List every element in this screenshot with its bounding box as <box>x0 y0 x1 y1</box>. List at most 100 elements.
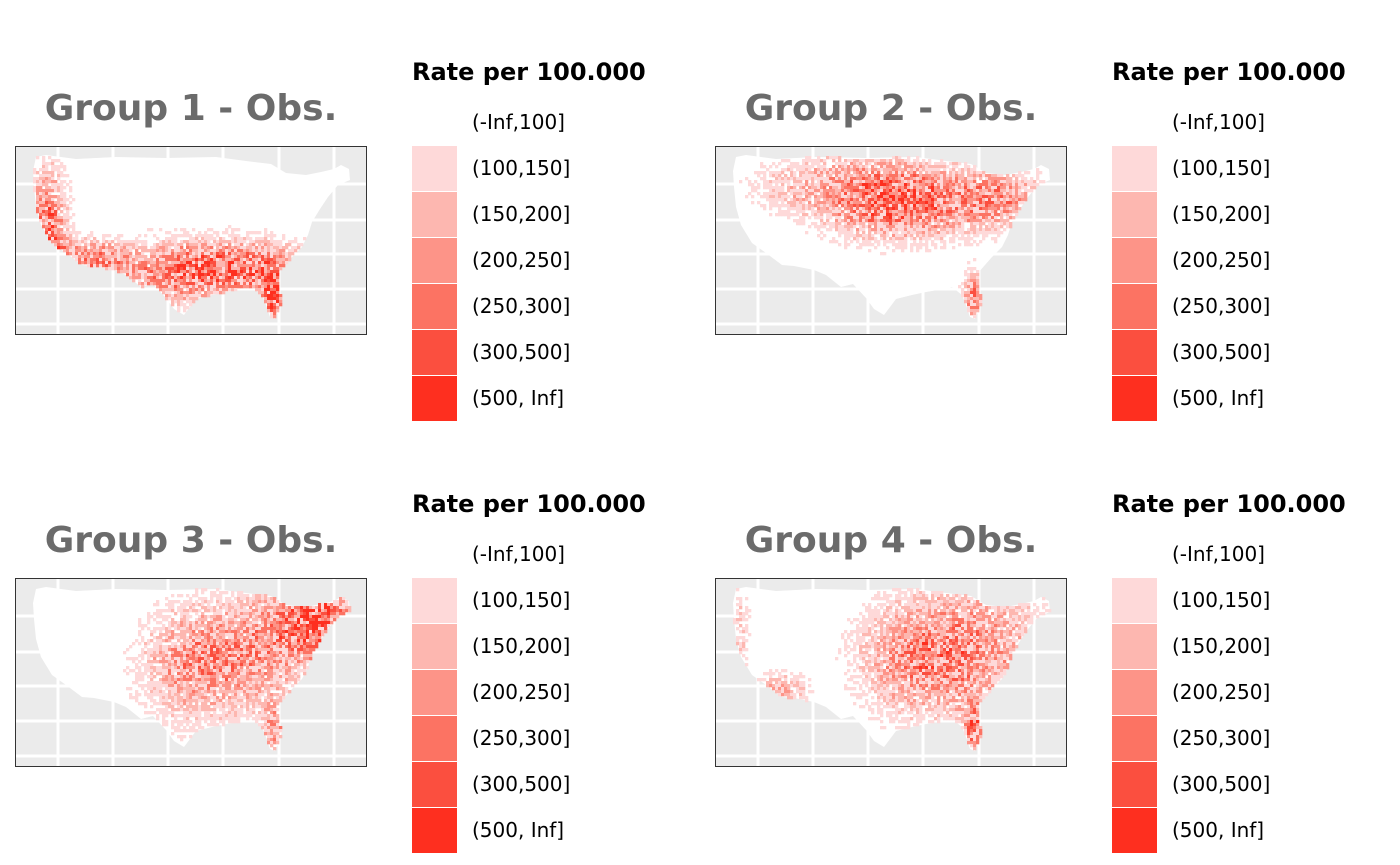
county-cell <box>183 648 187 652</box>
county-cell <box>276 618 280 622</box>
county-cell <box>790 168 794 172</box>
county-cell <box>985 195 989 199</box>
county-cell <box>264 258 268 262</box>
county-cell <box>829 183 833 187</box>
county-cell <box>150 252 154 256</box>
county-cell <box>90 240 94 244</box>
county-cell <box>156 648 160 652</box>
county-cell <box>186 594 190 598</box>
county-cell <box>273 603 277 607</box>
county-cell <box>228 606 232 610</box>
county-cell <box>973 216 977 220</box>
county-cell <box>267 603 271 607</box>
county-cell <box>213 630 217 634</box>
county-cell <box>297 645 301 649</box>
county-cell <box>243 258 247 262</box>
county-cell <box>895 186 899 190</box>
county-cell <box>240 594 244 598</box>
county-cell <box>135 255 139 259</box>
county-cell <box>186 267 190 271</box>
county-cell <box>183 309 187 313</box>
county-cell <box>973 276 977 280</box>
county-cell <box>99 252 103 256</box>
county-cell <box>769 165 773 169</box>
county-cell <box>856 180 860 184</box>
county-cell <box>198 282 202 286</box>
county-cell <box>1018 198 1022 202</box>
county-cell <box>171 645 175 649</box>
county-cell <box>237 621 241 625</box>
county-cell <box>943 171 947 175</box>
county-cell <box>129 645 133 649</box>
county-cell <box>270 282 274 286</box>
county-cell <box>240 609 244 613</box>
county-cell <box>231 615 235 619</box>
county-cell <box>838 222 842 226</box>
county-cell <box>973 291 977 295</box>
county-cell <box>904 222 908 226</box>
county-cell <box>802 162 806 166</box>
county-cell <box>210 609 214 613</box>
county-cell <box>937 171 941 175</box>
county-cell <box>147 273 151 277</box>
county-cell <box>769 207 773 211</box>
county-cell <box>171 243 175 247</box>
county-cell <box>165 636 169 640</box>
county-cell <box>835 198 839 202</box>
county-cell <box>874 222 878 226</box>
county-cell <box>949 222 953 226</box>
county-cell <box>946 207 950 211</box>
county-cell <box>234 633 238 637</box>
county-cell <box>901 216 905 220</box>
county-cell <box>234 609 238 613</box>
county-cell <box>273 252 277 256</box>
county-cell <box>210 237 214 241</box>
county-cell <box>267 627 271 631</box>
county-cell <box>39 186 43 190</box>
county-cell <box>817 186 821 190</box>
county-cell <box>781 213 785 217</box>
county-cell <box>799 186 803 190</box>
county-cell <box>778 213 782 217</box>
county-cell <box>871 192 875 196</box>
county-cell <box>48 207 52 211</box>
county-cell <box>961 171 965 175</box>
county-cell <box>288 609 292 613</box>
county-cell <box>309 651 313 655</box>
county-cell <box>207 258 211 262</box>
county-cell <box>973 279 977 283</box>
county-cell <box>195 645 199 649</box>
county-cell <box>820 159 824 163</box>
county-cell <box>943 219 947 223</box>
county-cell <box>210 660 214 664</box>
county-cell <box>913 204 917 208</box>
county-cell <box>63 240 67 244</box>
county-cell <box>1009 204 1013 208</box>
county-cell <box>189 600 193 604</box>
county-cell <box>156 276 160 280</box>
county-cell <box>78 243 82 247</box>
county-cell <box>60 189 64 193</box>
county-cell <box>165 615 169 619</box>
county-cell <box>1021 183 1025 187</box>
county-cell <box>267 309 271 313</box>
county-cell <box>150 633 154 637</box>
county-cell <box>922 219 926 223</box>
county-cell <box>105 267 109 271</box>
county-cell <box>949 192 953 196</box>
county-cell <box>126 648 130 652</box>
county-cell <box>859 216 863 220</box>
county-cell <box>904 240 908 244</box>
county-cell <box>207 255 211 259</box>
county-cell <box>823 168 827 172</box>
county-cell <box>177 264 181 268</box>
county-cell <box>264 273 268 277</box>
county-cell <box>195 279 199 283</box>
county-cell <box>201 612 205 616</box>
county-cell <box>198 660 202 664</box>
county-cell <box>820 204 824 208</box>
county-cell <box>114 267 118 271</box>
county-cell <box>195 594 199 598</box>
county-cell <box>297 666 301 670</box>
county-cell <box>270 645 274 649</box>
